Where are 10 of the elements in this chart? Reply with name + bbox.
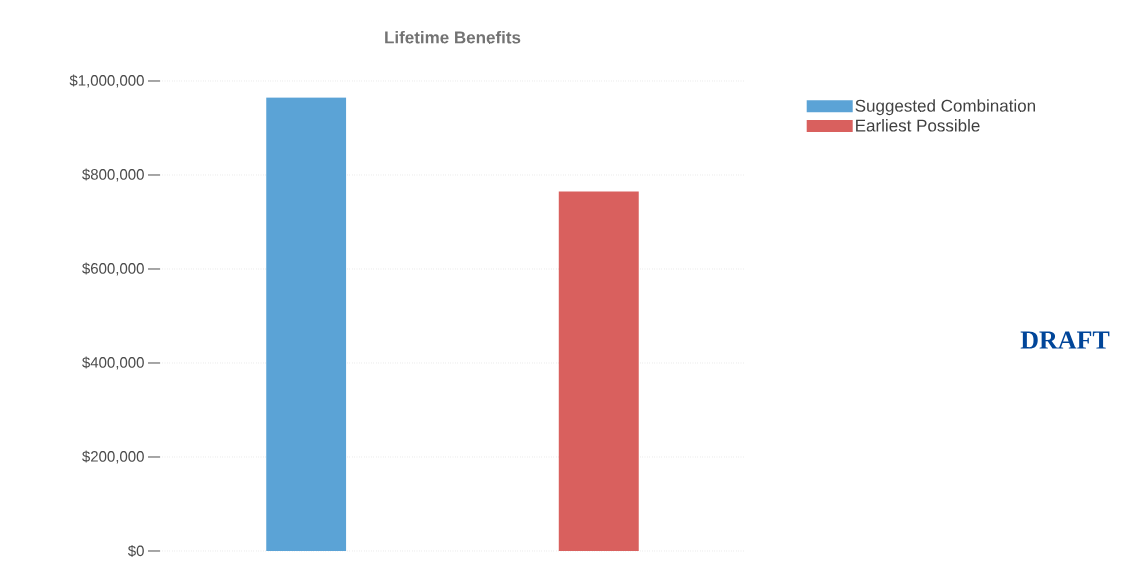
legend-label: Earliest Possible — [856, 119, 980, 132]
y-tick-label: $400,000 — [82, 356, 144, 370]
legend-label: Suggested Combination — [855, 99, 1035, 116]
y-tick-label: $600,000 — [82, 262, 144, 276]
y-tick-label: $1,000,000 — [69, 74, 144, 88]
text: DRAFT — [1020, 331, 1110, 349]
y-tick-label: $0 — [127, 544, 144, 558]
y-tick-label: $200,000 — [82, 450, 144, 464]
chart-title: Lifetime Benefits — [385, 31, 521, 44]
y-tick-label: $800,000 — [82, 168, 144, 182]
